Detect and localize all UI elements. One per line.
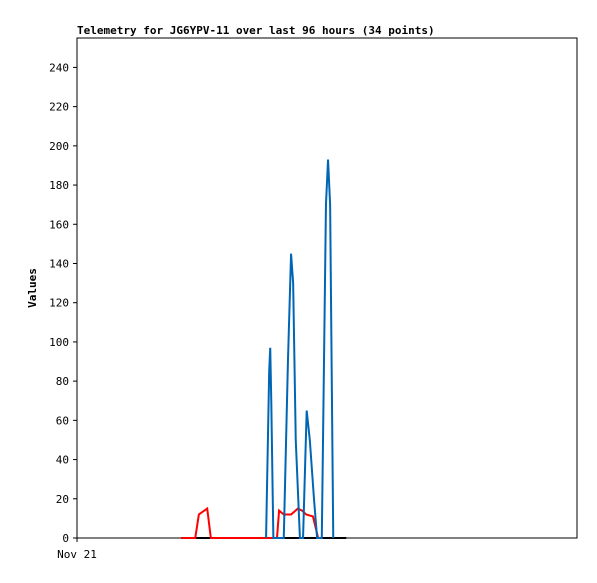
chart-title: Telemetry for JG6YPV-11 over last 96 hou… — [77, 24, 435, 37]
y-tick-label: 80 — [56, 375, 69, 388]
series-line — [181, 506, 320, 539]
plot-frame — [76, 37, 578, 539]
y-tick-label: 60 — [56, 414, 69, 427]
y-tick-label: 180 — [49, 179, 69, 192]
y-tick-label: 220 — [49, 101, 69, 114]
series-line — [265, 159, 335, 539]
y-tick-label: 0 — [62, 532, 69, 545]
y-tick-label: 200 — [49, 140, 69, 153]
y-axis-label: Values — [26, 268, 39, 308]
y-tick-label: 120 — [49, 297, 69, 310]
y-tick-label: 140 — [49, 257, 69, 270]
y-tick-label: 160 — [49, 218, 69, 231]
y-tick-label: 40 — [56, 454, 69, 467]
y-tick-label: 100 — [49, 336, 69, 349]
x-tick-label: Nov 21 — [57, 548, 97, 561]
y-tick-label: 20 — [56, 493, 69, 506]
y-tick-label: 240 — [49, 61, 69, 74]
